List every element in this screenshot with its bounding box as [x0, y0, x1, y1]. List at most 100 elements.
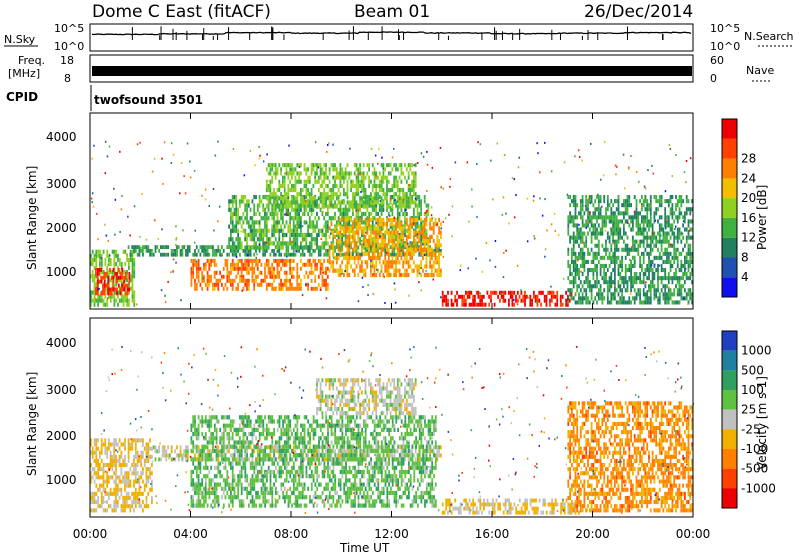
heatmap-cell: [407, 196, 410, 201]
heatmap-cell: [100, 270, 103, 275]
heatmap-cell: [405, 239, 408, 244]
heatmap-cell: [673, 255, 676, 260]
heatmap-cell: [567, 227, 570, 232]
heatmap-cell: [123, 287, 125, 292]
heatmap-cell: [93, 450, 96, 455]
heatmap-cell: [676, 280, 679, 285]
heatmap-cell: [615, 243, 618, 248]
heatmap-scatter: [258, 243, 261, 246]
heatmap-cell: [639, 263, 641, 268]
heatmap-cell: [267, 262, 270, 267]
heatmap-cell: [91, 262, 94, 267]
heatmap-cell: [292, 207, 295, 212]
heatmap-cell: [615, 199, 618, 204]
heatmap-cell: [482, 294, 485, 299]
heatmap-cell: [651, 280, 654, 285]
heatmap-cell: [398, 163, 401, 168]
heatmap-cell: [603, 199, 606, 204]
heatmap-cell: [303, 207, 306, 212]
heatmap-cell: [265, 228, 268, 233]
heatmap-cell: [292, 241, 295, 246]
heatmap-cell: [274, 175, 277, 180]
heatmap-cell: [540, 302, 542, 307]
heatmap-cell: [312, 224, 315, 229]
heatmap-cell: [664, 300, 667, 305]
heatmap-cell: [603, 276, 606, 281]
heatmap-cell: [687, 207, 690, 212]
heatmap-cell: [291, 286, 293, 291]
heatmap-cell: [646, 268, 649, 273]
heatmap-cell: [352, 200, 354, 205]
heatmap-cell: [393, 192, 396, 197]
heatmap-cell: [671, 292, 674, 297]
heatmap-cell: [99, 450, 101, 455]
heatmap-cell: [610, 276, 613, 281]
heatmap-scatter: [160, 289, 163, 292]
heatmap-cell: [396, 224, 399, 229]
heatmap-cell: [409, 200, 412, 205]
heatmap-scatter: [141, 193, 143, 196]
heatmap-cell: [269, 171, 272, 176]
heatmap-cell: [671, 276, 674, 281]
heatmap-cell: [296, 249, 299, 253]
heatmap-cell: [298, 171, 300, 176]
heatmap-cell: [614, 251, 616, 256]
heatmap-cell: [176, 249, 178, 253]
heatmap-scatter: [431, 217, 434, 220]
heatmap-cell: [131, 500, 134, 505]
heatmap-cell: [256, 262, 259, 267]
heatmap-cell: [321, 204, 324, 209]
heatmap-cell: [147, 249, 150, 253]
heatmap-cell: [371, 204, 374, 209]
heatmap-cell: [145, 475, 148, 480]
heatmap-cell: [669, 243, 672, 248]
heatmap-cell: [359, 204, 361, 209]
heatmap-cell: [326, 228, 329, 233]
heatmap-cell: [574, 203, 577, 208]
heatmap-cell: [662, 227, 665, 232]
heatmap-cell: [400, 241, 403, 246]
heatmap-cell: [689, 255, 692, 260]
heatmap-cell: [585, 199, 588, 204]
heatmap-scatter: [496, 142, 498, 145]
heatmap-cell: [425, 203, 428, 208]
heatmap-cell: [655, 268, 658, 273]
heatmap-scatter: [442, 187, 444, 190]
heatmap-cell: [332, 237, 335, 242]
heatmap-cell: [626, 251, 629, 256]
heatmap-cell: [660, 203, 663, 208]
heatmap-cell: [206, 270, 209, 275]
heatmap-cell: [307, 175, 309, 180]
heatmap-cell: [192, 274, 195, 279]
heatmap-cell: [301, 245, 304, 250]
heatmap-cell: [116, 504, 119, 509]
heatmap-cell: [274, 196, 277, 201]
heatmap-cell: [685, 235, 688, 240]
heatmap-cell: [691, 272, 693, 277]
heatmap-cell: [176, 445, 178, 450]
heatmap-cell: [116, 287, 118, 292]
heatmap-cell: [384, 255, 387, 261]
heatmap-scatter: [629, 292, 632, 295]
heatmap-cell: [267, 188, 270, 193]
heatmap-cell: [235, 274, 238, 279]
heatmap-cell: [240, 224, 243, 229]
heatmap-cell: [127, 495, 130, 500]
heatmap-cell: [231, 262, 234, 267]
heatmap-cell: [382, 226, 385, 231]
heatmap-scatter: [108, 145, 111, 148]
heatmap-cell: [260, 270, 263, 275]
heatmap-cell: [361, 216, 363, 221]
heatmap-cell: [104, 442, 107, 447]
heatmap-cell: [300, 171, 302, 176]
heatmap-cell: [590, 284, 593, 289]
heatmap-scatter: [240, 275, 242, 278]
heatmap-scatter: [675, 154, 677, 156]
heatmap-cell: [572, 280, 575, 285]
heatmap-cell: [174, 457, 177, 462]
heatmap-cell: [635, 280, 638, 285]
heatmap-cell: [576, 239, 579, 244]
heatmap-cell: [630, 272, 632, 277]
heatmap-cell: [337, 252, 340, 257]
heatmap-cell: [215, 278, 218, 283]
